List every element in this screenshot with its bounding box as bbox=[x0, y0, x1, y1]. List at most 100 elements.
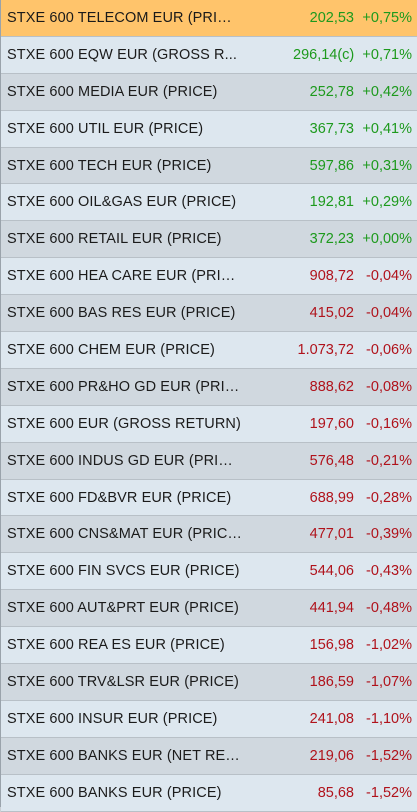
percent-change: -0,04% bbox=[366, 305, 412, 322]
value-cell: 219,06 bbox=[250, 748, 359, 764]
percent-change: -1,52% bbox=[366, 747, 412, 764]
table-row[interactable]: STXE 600 TRV&LSR EUR (PRICE) 186,59 -1,07% bbox=[1, 664, 417, 701]
percent-change: +0,29% bbox=[362, 194, 412, 211]
percent-change: +0,42% bbox=[362, 83, 412, 100]
index-name: STXE 600 INSUR EUR (PRICE) bbox=[7, 710, 218, 727]
index-value: 252,78 bbox=[309, 83, 354, 100]
value-cell: 186,59 bbox=[250, 674, 359, 690]
index-value: 888,62 bbox=[309, 378, 354, 395]
value-cell: 156,98 bbox=[250, 637, 359, 653]
index-name: STXE 600 FD&BVR EUR (PRICE) bbox=[7, 489, 232, 506]
percent-change: -0,48% bbox=[366, 600, 412, 617]
index-value: 296,14(c) bbox=[293, 46, 355, 63]
table-row[interactable]: STXE 600 FIN SVCS EUR (PRICE) 544,06 -0,43… bbox=[1, 553, 417, 591]
value-cell: 192,81 bbox=[250, 194, 359, 210]
value-cell: 241,08 bbox=[250, 711, 359, 727]
value-cell: 202,53 bbox=[250, 10, 359, 26]
percent-change: +0,31% bbox=[362, 157, 412, 174]
value-cell: 367,73 bbox=[250, 121, 359, 137]
index-value: 202,53 bbox=[309, 9, 354, 26]
index-name: STXE 600 FIN SVCS EUR (PRICE) bbox=[7, 563, 240, 580]
index-name: STXE 600 TRV&LSR EUR (PRICE) bbox=[7, 673, 239, 690]
index-name: STXE 600 BANKS EUR (NET RET... bbox=[7, 747, 242, 764]
value-cell: 252,78 bbox=[250, 84, 359, 100]
index-name: STXE 600 TELECOM EUR (PRICE) bbox=[7, 9, 242, 26]
table-row[interactable]: STXE 600 INSUR EUR (PRICE) 241,08 -1,10% bbox=[1, 700, 417, 738]
percent-change: -0,21% bbox=[366, 452, 412, 469]
table-row[interactable]: STXE 600 HEA CARE EUR (PRICE) 908,72 -0,04… bbox=[1, 258, 417, 296]
value-cell: 888,62 bbox=[250, 379, 359, 395]
index-value: 544,06 bbox=[309, 563, 354, 580]
index-name: STXE 600 CNS&MAT EUR (PRICE) bbox=[7, 526, 242, 543]
index-value: 441,94 bbox=[309, 600, 354, 617]
table-row[interactable]: STXE 600 BANKS EUR (PRICE) 85,68 -1,52% bbox=[1, 774, 417, 812]
table-row[interactable]: STXE 600 RETAIL EUR (PRICE) 372,23 +0,00% bbox=[1, 221, 417, 259]
percent-change: -1,52% bbox=[366, 784, 412, 801]
table-row[interactable]: STXE 600 CNS&MAT EUR (PRICE) 477,01 -0,39% bbox=[1, 516, 417, 554]
index-name: STXE 600 AUT&PRT EUR (PRICE) bbox=[7, 600, 239, 617]
index-name: STXE 600 PR&HO GD EUR (PRIC... bbox=[7, 378, 242, 395]
table-row[interactable]: STXE 600 PR&HO GD EUR (PRIC... 888,62 -0,0… bbox=[1, 368, 417, 406]
table-row[interactable]: STXE 600 CHEM EUR (PRICE) 1.073,72 -0,06% bbox=[1, 332, 417, 369]
table-row[interactable]: STXE 600 MEDIA EUR (PRICE) 252,78 +0,42% bbox=[1, 73, 417, 111]
value-cell: 372,23 bbox=[250, 231, 359, 247]
percent-change: -1,10% bbox=[366, 710, 412, 727]
index-value: 576,48 bbox=[309, 452, 354, 469]
value-cell: 597,86 bbox=[250, 158, 359, 174]
percent-change: +0,71% bbox=[362, 46, 412, 63]
index-name: STXE 600 HEA CARE EUR (PRICE) bbox=[7, 268, 242, 285]
table-row[interactable]: STXE 600 AUT&PRT EUR (PRICE) 441,94 -0,48% bbox=[1, 590, 417, 628]
index-name: STXE 600 EQW EUR (GROSS R... bbox=[7, 46, 238, 63]
index-name: STXE 600 UTIL EUR (PRICE) bbox=[7, 120, 204, 137]
table-row[interactable]: STXE 600 INDUS GD EUR (PRICE) 576,48 -0,21… bbox=[1, 442, 417, 480]
percent-change: +0,75% bbox=[362, 9, 412, 26]
index-value: 372,23 bbox=[309, 231, 354, 248]
percent-change: -1,02% bbox=[366, 637, 412, 654]
value-cell: 415,02 bbox=[250, 305, 359, 321]
value-cell: 544,06 bbox=[250, 563, 359, 579]
index-value: 367,73 bbox=[309, 120, 354, 137]
table-row[interactable]: STXE 600 FD&BVR EUR (PRICE) 688,99 -0,28% bbox=[1, 479, 417, 517]
index-value: 415,02 bbox=[309, 305, 354, 322]
index-value: 186,59 bbox=[309, 673, 354, 690]
table-row[interactable]: STXE 600 UTIL EUR (PRICE) 367,73 +0,41% bbox=[1, 110, 417, 148]
table-row[interactable]: STXE 600 TELECOM EUR (PRICE) 202,53 +0,75% bbox=[1, 0, 417, 37]
percent-change: -0,28% bbox=[366, 489, 412, 506]
percent-change: -0,06% bbox=[366, 341, 412, 358]
percent-change: +0,00% bbox=[362, 231, 412, 248]
value-cell: 908,72 bbox=[250, 268, 359, 284]
percent-change: -0,08% bbox=[366, 378, 412, 395]
index-name: STXE 600 OIL&GAS EUR (PRICE) bbox=[7, 194, 237, 211]
index-value: 197,60 bbox=[309, 415, 354, 432]
value-cell: 296,14(c) bbox=[250, 47, 359, 63]
table-row[interactable]: STXE 600 EQW EUR (GROSS R... 296,14(c) +0,… bbox=[1, 36, 417, 74]
table-row[interactable]: STXE 600 TECH EUR (PRICE) 597,86 +0,31% bbox=[1, 147, 417, 185]
index-value: 908,72 bbox=[309, 268, 354, 285]
table-row[interactable]: STXE 600 BAS RES EUR (PRICE) 415,02 -0,04% bbox=[1, 295, 417, 333]
value-cell: 85,68 bbox=[250, 785, 359, 801]
value-cell: 1.073,72 bbox=[250, 342, 359, 358]
value-cell: 688,99 bbox=[250, 490, 359, 506]
index-value: 85,68 bbox=[317, 784, 354, 801]
index-name: STXE 600 BAS RES EUR (PRICE) bbox=[7, 305, 236, 322]
percent-change: -1,07% bbox=[366, 673, 412, 690]
index-name: STXE 600 BANKS EUR (PRICE) bbox=[7, 784, 222, 801]
index-name: STXE 600 RETAIL EUR (PRICE) bbox=[7, 231, 222, 248]
table-row[interactable]: STXE 600 OIL&GAS EUR (PRICE) 192,81 +0,29% bbox=[1, 184, 417, 222]
index-value: 219,06 bbox=[309, 747, 354, 764]
table-row[interactable]: STXE 600 BANKS EUR (NET RET... 219,06 -1,5… bbox=[1, 737, 417, 775]
index-value: 597,86 bbox=[309, 157, 354, 174]
percent-change: -0,04% bbox=[366, 268, 412, 285]
index-name: STXE 600 CHEM EUR (PRICE) bbox=[7, 341, 215, 358]
index-name: STXE 600 TECH EUR (PRICE) bbox=[7, 157, 212, 174]
index-value: 1.073,72 bbox=[297, 341, 354, 358]
table-row[interactable]: STXE 600 EUR (GROSS RETURN) 197,60 -0,16% bbox=[1, 405, 417, 443]
value-cell: 441,94 bbox=[250, 600, 359, 616]
index-name: STXE 600 INDUS GD EUR (PRICE) bbox=[7, 452, 242, 469]
index-value: 477,01 bbox=[309, 526, 354, 543]
percent-change: +0,41% bbox=[362, 120, 412, 137]
index-value: 241,08 bbox=[309, 710, 354, 727]
table-row[interactable]: STXE 600 REA ES EUR (PRICE) 156,98 -1,02% bbox=[1, 627, 417, 665]
